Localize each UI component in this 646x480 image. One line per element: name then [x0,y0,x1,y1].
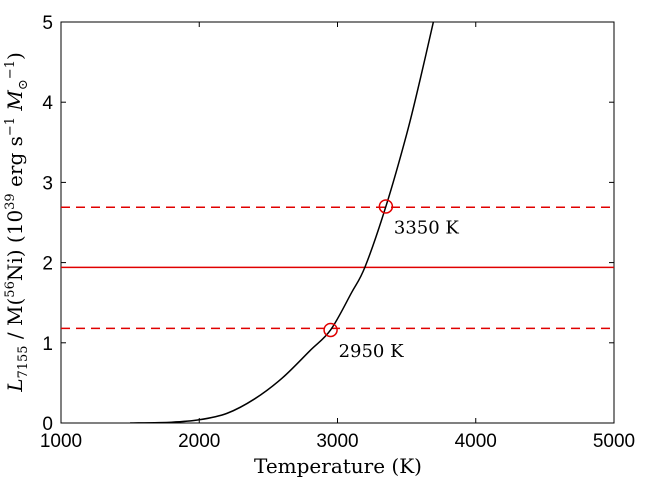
x-axis-label: Temperature (K) [254,454,422,478]
series: 3350 K 2950 K [61,22,614,423]
plot-frame [60,21,615,424]
y-tick-label: 3 [42,173,53,194]
y-tick-label: 4 [42,93,53,114]
x-tick-label: 5000 [593,431,635,452]
intersection-marker [323,322,338,338]
ticks: 1000 2000 3000 4000 5000 0 1 2 3 4 5 [40,13,635,452]
x-tick-label: 3000 [316,431,358,452]
y-tick-label: 0 [42,414,53,435]
x-tick-label: 2000 [178,431,220,452]
intersection-marker [378,199,394,214]
y-axis-label: L7155 / M(56Ni) (1039 erg s−1 M⊙−1) [3,52,31,393]
x-tick-label: 1000 [40,431,82,452]
y-tick-label: 1 [42,334,53,355]
temperature-annotation: 3350 K [394,217,460,238]
x-tick-label: 4000 [455,431,497,452]
temperature-annotation: 2950 K [339,341,405,362]
y-tick-label: 5 [42,13,53,34]
luminance-curve [130,22,435,423]
y-tick-label: 2 [42,254,53,275]
